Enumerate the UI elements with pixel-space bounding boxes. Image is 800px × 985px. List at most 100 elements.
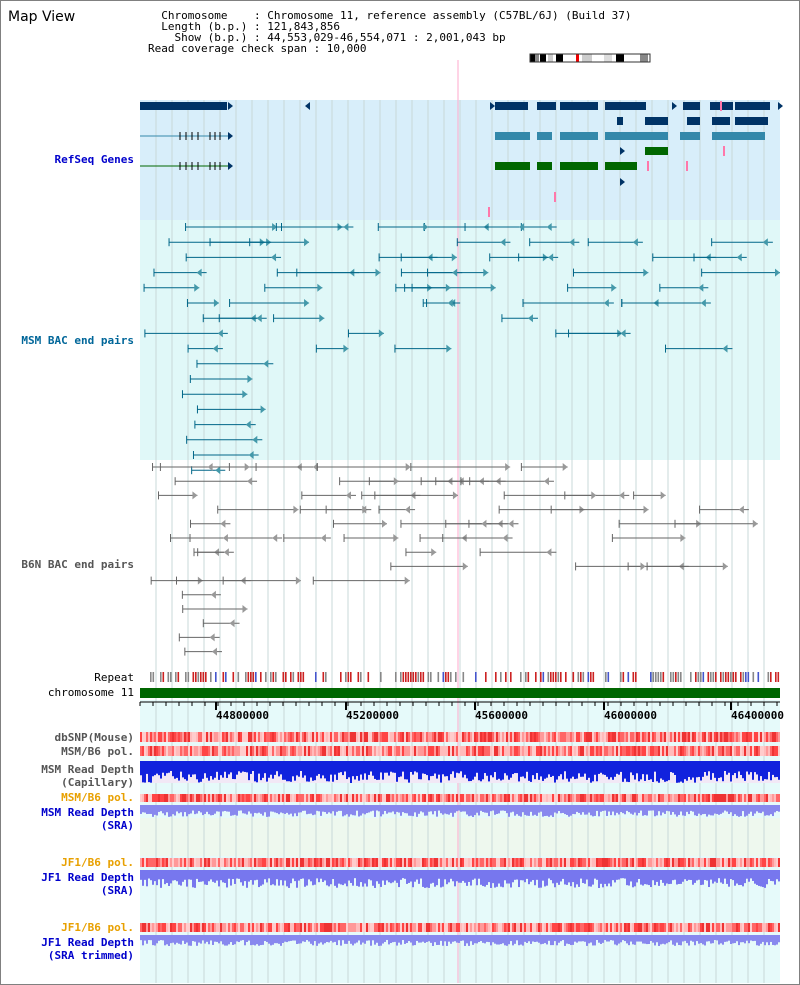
dbsnp-heat-cell	[506, 732, 508, 742]
track-label-jf1-depth-sra[interactable]: JF1 Read Depth (SRA)	[41, 871, 134, 897]
jf1-b6-pol-2-heat-cell	[326, 923, 328, 932]
jf1-depth-trimmed-bar	[778, 935, 780, 943]
track-label-msm-depth-capillary[interactable]: MSM Read Depth (Capillary)	[41, 763, 134, 789]
repeat-element	[367, 672, 370, 682]
msm-depth-sra-bar	[452, 805, 454, 817]
jf1-depth-trimmed-bar	[680, 935, 682, 946]
msm-depth-capillary-bar	[570, 761, 572, 779]
track-label-jf1-b6-pol[interactable]: JF1/B6 pol.	[61, 856, 134, 869]
repeat-element	[162, 672, 165, 682]
jf1-b6-pol-heat-cell	[618, 858, 620, 867]
jf1-b6-pol-2-heat-cell	[318, 923, 320, 932]
track-label-msm-b6-pol[interactable]: MSM/B6 pol.	[61, 745, 134, 758]
jf1-b6-pol-2-heat-cell	[682, 923, 684, 932]
msm-bac-end-arrow	[446, 344, 452, 353]
jf1-depth-trimmed-bar	[372, 935, 374, 941]
gene-exon-block	[605, 132, 668, 140]
msm-b6-pol-heat-cell	[614, 746, 616, 756]
jf1-b6-pol-2-heat-cell	[712, 923, 714, 932]
jf1-b6-pol-heat-cell	[566, 858, 568, 867]
jf1-b6-pol-2-heat-cell	[280, 923, 282, 932]
track-label-jf1-depth-trimmed[interactable]: JF1 Read Depth (SRA trimmed)	[41, 936, 134, 962]
jf1-b6-pol-heat-cell	[750, 858, 752, 867]
dbsnp-heat-cell	[772, 732, 774, 742]
jf1-b6-pol-heat-cell	[324, 858, 326, 867]
msm-b6-pol-heat-cell	[738, 746, 740, 756]
dbsnp-heat-cell	[228, 732, 230, 742]
msm-depth-capillary-bar	[468, 761, 470, 782]
msm-depth-sra-bar	[422, 805, 424, 813]
jf1-depth-trimmed-bar	[224, 935, 226, 946]
msm-depth-sra-bar	[412, 805, 414, 817]
jf1-depth-sra-bar	[196, 870, 198, 879]
track-label-dbsnp[interactable]: dbSNP(Mouse)	[54, 731, 134, 744]
jf1-depth-sra-bar	[384, 870, 386, 885]
dbsnp-heat-cell	[534, 732, 536, 742]
track-label-refseq[interactable]: RefSeq Genes	[54, 153, 134, 166]
msm-b6-pol-heat-cell	[386, 746, 388, 756]
jf1-b6-pol-2-heat-cell	[614, 923, 616, 932]
jf1-b6-pol-heat-cell	[360, 858, 362, 867]
msm-depth-capillary-bar	[740, 761, 742, 775]
msm-b6-pol-2-heat-cell	[160, 794, 162, 802]
jf1-b6-pol-2-heat-cell	[304, 923, 306, 932]
msm-depth-sra-bar	[246, 805, 248, 815]
dbsnp-heat-cell	[158, 732, 160, 742]
jf1-b6-pol-2-heat-cell	[776, 923, 778, 932]
jf1-depth-sra-bar	[288, 870, 290, 888]
jf1-depth-trimmed-bar	[776, 935, 778, 945]
b6n-bac-end-arrow	[502, 534, 508, 542]
track-label-b6n-bac[interactable]: B6N BAC end pairs	[21, 558, 134, 571]
msm-b6-pol-2-heat-cell	[396, 794, 398, 802]
dbsnp-heat-cell	[408, 732, 410, 742]
track-label-jf1-b6-pol-2[interactable]: JF1/B6 pol.	[61, 921, 134, 934]
dbsnp-heat-cell	[500, 732, 502, 742]
jf1-depth-trimmed-bar	[178, 935, 180, 944]
jf1-b6-pol-heat-cell	[484, 858, 486, 867]
msm-b6-pol-heat-cell	[438, 746, 440, 756]
msm-b6-pol-2-heat-cell	[342, 794, 344, 802]
msm-b6-pol-2-heat-cell	[574, 794, 576, 802]
msm-b6-pol-2-heat-cell	[744, 794, 746, 802]
msm-depth-sra-bar	[772, 805, 774, 817]
jf1-b6-pol-2-heat-cell	[324, 923, 326, 932]
msm-b6-pol-heat-cell	[626, 746, 628, 756]
jf1-depth-sra-bar	[672, 870, 674, 881]
msm-b6-pol-heat-cell	[328, 746, 330, 756]
track-label-msm-depth-sra[interactable]: MSM Read Depth (SRA)	[41, 806, 134, 832]
jf1-depth-trimmed-bar	[676, 935, 678, 943]
jf1-depth-sra-bar	[498, 870, 500, 884]
msm-depth-capillary-bar	[546, 761, 548, 778]
jf1-depth-sra-bar	[572, 870, 574, 883]
msm-b6-pol-heat-cell	[554, 746, 556, 756]
msm-b6-pol-heat-cell	[634, 746, 636, 756]
track-label-msm-b6-pol-2[interactable]: MSM/B6 pol.	[61, 791, 134, 804]
msm-depth-sra-bar	[542, 805, 544, 817]
jf1-b6-pol-2-heat-cell	[536, 923, 538, 932]
jf1-b6-pol-2-heat-cell	[518, 923, 520, 932]
jf1-depth-sra-bar	[496, 870, 498, 887]
jf1-depth-trimmed-bar	[390, 935, 392, 944]
msm-depth-sra-bar	[376, 805, 378, 811]
jf1-b6-pol-heat-cell	[642, 858, 644, 867]
jf1-depth-trimmed-bar	[360, 935, 362, 945]
jf1-depth-sra-bar	[182, 870, 184, 882]
track-label-msm-bac[interactable]: MSM BAC end pairs	[21, 334, 134, 347]
jf1-depth-trimmed-bar	[192, 935, 194, 942]
msm-b6-pol-heat-cell	[160, 746, 162, 756]
jf1-depth-trimmed-bar	[240, 935, 242, 941]
msm-b6-pol-heat-cell	[410, 746, 412, 756]
jf1-b6-pol-2-heat-cell	[620, 923, 622, 932]
msm-depth-sra-bar	[520, 805, 522, 817]
dbsnp-heat-cell	[718, 732, 720, 742]
msm-bac-end-arrow	[194, 283, 200, 292]
jf1-b6-pol-heat-cell	[576, 858, 578, 867]
jf1-b6-pol-heat-cell	[364, 858, 366, 867]
msm-depth-sra-bar	[730, 805, 732, 813]
msm-b6-pol-2-heat-cell	[712, 794, 714, 802]
msm-depth-sra-bar	[182, 805, 184, 817]
msm-b6-pol-heat-cell	[142, 746, 144, 756]
jf1-depth-trimmed-bar	[148, 935, 150, 941]
jf1-b6-pol-heat-cell	[178, 858, 180, 867]
